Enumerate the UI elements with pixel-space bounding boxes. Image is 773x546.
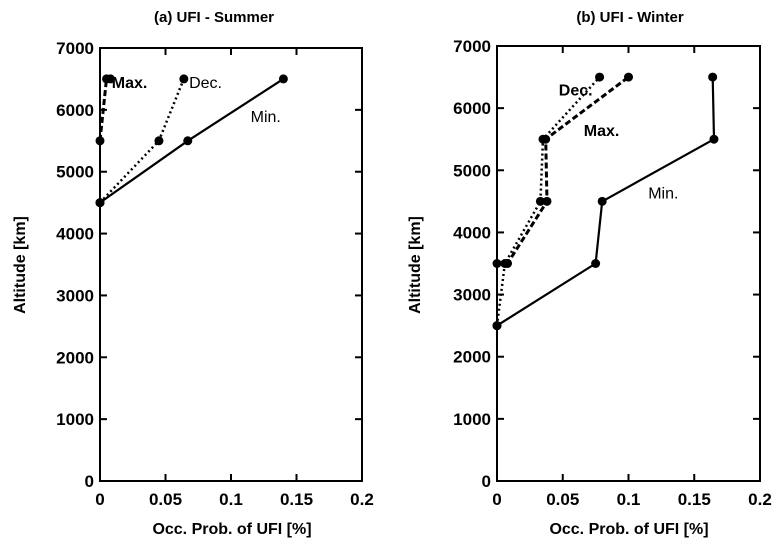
data-point — [597, 196, 607, 206]
series-annotation: Min. — [648, 185, 678, 202]
x-tick-label: 0.05 — [546, 490, 579, 509]
y-tick-label: 5000 — [453, 161, 491, 180]
series-annotation: Min. — [251, 109, 281, 126]
x-tick-label: 0.1 — [617, 490, 641, 509]
panel-b-xlabel: Occ. Prob. of UFI [%] — [549, 521, 708, 538]
data-point — [183, 136, 193, 146]
panel-a-xlabel: Occ. Prob. of UFI [%] — [152, 521, 311, 538]
panel-b-title: (b) UFI - Winter — [576, 9, 684, 26]
series-annotation: Dec. — [559, 83, 593, 100]
data-point — [95, 136, 105, 146]
series-line-dec — [99, 78, 185, 204]
data-point — [708, 72, 718, 82]
series-annotation: Max. — [112, 75, 148, 92]
data-point — [95, 198, 105, 208]
data-point — [503, 259, 513, 268]
series-line-max — [497, 75, 630, 265]
x-tick-label: 0 — [95, 490, 104, 509]
x-tick-label: 0.05 — [149, 490, 182, 509]
series-annotation: Max. — [584, 123, 620, 140]
series-line-dec — [495, 76, 601, 326]
y-tick-label: 4000 — [453, 223, 491, 242]
data-point — [154, 136, 164, 146]
panel-b: (b) UFI - Winter Occ. Prob. of UFI [%] A… — [407, 9, 772, 538]
y-tick-label: 0 — [482, 472, 491, 491]
panel-a-title: (a) UFI - Summer — [154, 9, 274, 26]
data-point — [591, 259, 601, 268]
y-tick-label: 6000 — [56, 101, 94, 120]
y-tick-label: 3000 — [56, 286, 94, 305]
data-point — [179, 74, 189, 84]
y-tick-label: 2000 — [56, 348, 94, 367]
data-point — [595, 72, 605, 82]
data-point — [709, 134, 719, 144]
y-tick-label: 4000 — [56, 225, 94, 244]
x-tick-label: 0.2 — [748, 490, 772, 509]
y-tick-label: 3000 — [453, 286, 491, 305]
plot-frame — [496, 45, 761, 482]
data-point — [542, 196, 552, 206]
data-point — [278, 74, 288, 84]
y-tick-label: 0 — [85, 472, 94, 491]
series-annotation: Dec. — [189, 75, 222, 92]
x-tick-label: 0.15 — [678, 490, 711, 509]
y-tick-label: 5000 — [56, 163, 94, 182]
data-point — [541, 134, 551, 144]
panel-a: (a) UFI - Summer Occ. Prob. of UFI [%] A… — [12, 9, 374, 538]
y-tick-label: 6000 — [453, 99, 491, 118]
y-tick-label: 1000 — [453, 410, 491, 429]
data-point — [492, 321, 502, 331]
y-tick-label: 2000 — [453, 348, 491, 367]
data-point — [105, 74, 115, 84]
panel-b-ylabel: Altitude [km] — [407, 216, 424, 314]
data-point — [492, 259, 502, 268]
x-tick-label: 0.15 — [280, 490, 313, 509]
data-point — [535, 196, 545, 206]
y-tick-label: 7000 — [453, 37, 491, 56]
y-tick-label: 1000 — [56, 410, 94, 429]
data-point — [624, 72, 633, 82]
x-tick-label: 0.2 — [350, 490, 374, 509]
y-tick-label: 7000 — [56, 39, 94, 58]
panel-a-ylabel: Altitude [km] — [12, 216, 29, 314]
x-tick-label: 0.1 — [219, 490, 243, 509]
x-tick-label: 0 — [492, 490, 501, 509]
